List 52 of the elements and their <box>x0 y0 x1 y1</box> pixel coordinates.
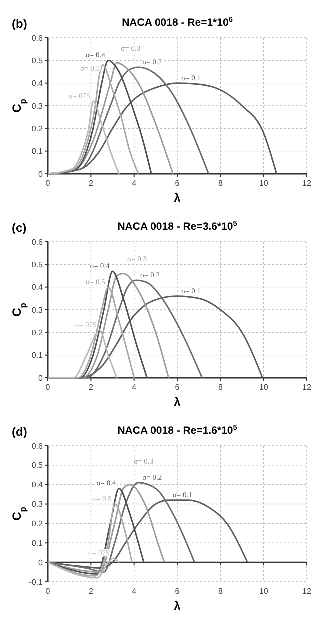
x-tick-label: 2 <box>88 179 94 188</box>
y-tick-label: 0.2 <box>32 520 44 529</box>
x-tick-label: 6 <box>175 587 180 596</box>
x-tick-label: 2 <box>88 383 94 392</box>
text: (d) <box>12 425 28 439</box>
x-tick-label: 6 <box>175 383 180 392</box>
y-tick-label: 0.6 <box>32 34 44 43</box>
x-tick-label: 0 <box>46 383 51 392</box>
y-tick-label: 0 <box>38 374 44 383</box>
x-tick-label: 8 <box>218 587 224 596</box>
chart-title: NACA 0018 - Re=1.6*10$^{5}$ <box>118 422 238 437</box>
y-tick-label: 0.5 <box>32 461 44 470</box>
y-tick-label: 0.5 <box>32 56 44 66</box>
text: (c) <box>12 221 27 235</box>
x-tick-label: 8 <box>218 383 224 392</box>
y-tick-label: 0.4 <box>32 480 44 490</box>
y-tick-label: 0.6 <box>32 442 44 451</box>
x-tick-label: 6 <box>175 179 180 188</box>
x-axis-title: λ <box>174 191 182 205</box>
y-tick-label: 0 <box>38 170 44 179</box>
x-tick-label: 8 <box>218 179 224 188</box>
y-tick-label: -0.1 <box>29 578 44 587</box>
x-tick-label: 10 <box>259 383 269 392</box>
y-tick-label: 0.6 <box>32 238 44 247</box>
y-tick-label: 0.4 <box>32 79 44 88</box>
x-axis-title: λ <box>174 599 182 613</box>
y-tick-label: 0.4 <box>32 283 44 292</box>
x-tick-label: 0 <box>46 179 51 188</box>
y-tick-label: 0.1 <box>32 351 44 360</box>
chart-title: NACA 0018 - Re=1*10$^{6}$ <box>122 14 233 29</box>
x-tick-label: 4 <box>132 383 138 392</box>
x-tick-label: 10 <box>259 587 269 596</box>
y-tick-label: 0.3 <box>32 102 44 111</box>
y-tick-label: 0.1 <box>32 147 44 156</box>
text: (b) <box>12 17 28 31</box>
x-tick-label: 12 <box>302 179 312 188</box>
y-tick-label: 0.5 <box>32 260 44 270</box>
y-tick-label: 0 <box>38 558 44 568</box>
x-tick-label: 0 <box>46 587 51 596</box>
x-tick-label: 12 <box>302 587 312 596</box>
x-tick-label: 4 <box>132 587 138 596</box>
x-tick-label: 12 <box>302 383 312 392</box>
chart-title: NACA 0018 - Re=3.6*10$^{5}$ <box>118 218 238 233</box>
x-axis-title: λ <box>174 395 182 409</box>
y-tick-label: 0.1 <box>32 538 44 548</box>
y-tick-label: 0.2 <box>32 328 44 338</box>
y-tick-label: 0.2 <box>32 124 44 134</box>
x-tick-label: 4 <box>132 179 138 188</box>
x-tick-label: 10 <box>259 179 269 188</box>
x-tick-label: 2 <box>88 587 94 596</box>
y-tick-label: 0.3 <box>32 500 44 510</box>
y-tick-label: 0.3 <box>32 306 44 315</box>
